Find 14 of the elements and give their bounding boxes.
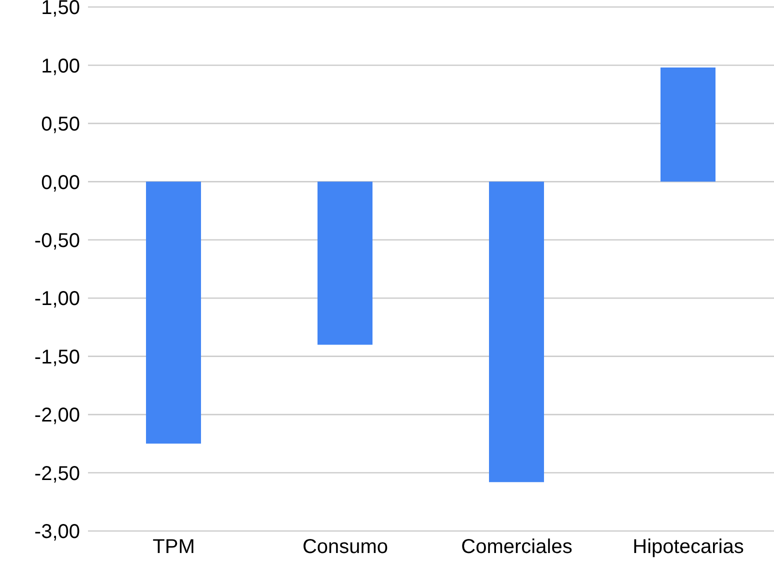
y-tick-label: -2,50 [34,462,80,485]
y-tick-label: 1,50 [41,0,80,20]
y-tick-label: 0,00 [41,172,80,194]
y-tick-label: -3,00 [34,521,80,544]
y-tick-label: 0,50 [41,114,80,136]
y-tick-label: -2,00 [34,404,80,427]
y-tick-label: -1,00 [34,288,80,310]
y-tick-label: 1,00 [41,55,80,78]
y-tick-label: -0,50 [34,230,80,252]
x-tick-label: TPM [152,536,195,558]
x-tick-label: Comerciales [461,536,572,558]
x-tick-label: Consumo [302,536,388,558]
y-tick-label: -1,50 [34,346,80,368]
x-tick-label: Hipotecarias [632,536,744,558]
